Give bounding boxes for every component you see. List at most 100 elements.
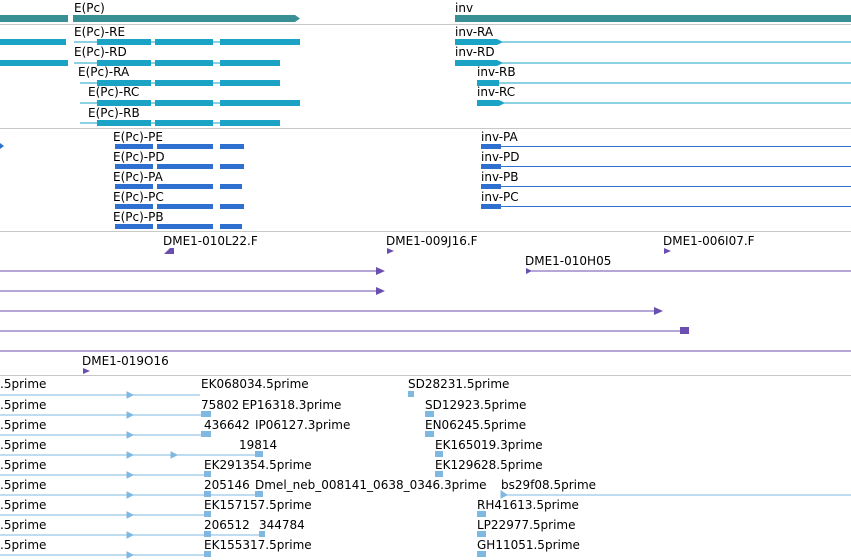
- transcript-label: inv-RA: [455, 25, 494, 39]
- est-label: 436642: [204, 418, 250, 432]
- est-label: EN06245.5prime: [425, 418, 526, 432]
- protein-label: inv-PB: [481, 170, 519, 184]
- clone-dme1-010h05[interactable]: DME1-010H05: [525, 254, 851, 274]
- est-row-5[interactable]: [0, 471, 443, 479]
- est-label: EK165019.3prime: [435, 438, 543, 452]
- clone-label: DME1-010L22.F: [163, 234, 258, 248]
- transcript-epc-rc[interactable]: E(Pc)-RC: [80, 85, 300, 106]
- transcript-epc-rd[interactable]: E(Pc)-RD: [74, 45, 280, 66]
- protein-epc-pc[interactable]: E(Pc)-PC: [113, 190, 244, 209]
- gene-epc[interactable]: E(Pc): [73, 1, 300, 22]
- protein-epc-pb[interactable]: E(Pc)-PB: [113, 210, 242, 229]
- est-label: 75802: [201, 398, 239, 412]
- est-row-8[interactable]: [0, 531, 486, 539]
- clone-track: DME1-010L22.F DME1-009J16.F DME1-006I07.…: [0, 234, 851, 374]
- est-label: EP16318.3prime: [242, 398, 341, 412]
- transcript-left-partial-1[interactable]: [0, 39, 66, 45]
- protein-epc-pd[interactable]: E(Pc)-PD: [113, 150, 244, 169]
- clone-line-4[interactable]: [0, 327, 689, 334]
- est-label: 206512: [204, 518, 250, 532]
- clone-line-2[interactable]: [0, 287, 385, 295]
- est-label: .5prime: [0, 458, 46, 472]
- gene-bar-epc: [73, 15, 300, 22]
- clone-label: DME1-006I07.F: [663, 234, 755, 248]
- est-row-7[interactable]: [0, 511, 486, 519]
- gene-inv[interactable]: inv: [455, 1, 851, 22]
- est-label: .5prime: [0, 418, 46, 432]
- protein-inv-pc[interactable]: inv-PC: [481, 190, 851, 209]
- est-row-2[interactable]: [0, 411, 434, 419]
- gene-bar-inv: [455, 15, 851, 22]
- est-row-4[interactable]: [0, 451, 443, 459]
- clone-line-1[interactable]: [0, 267, 385, 275]
- protein-epc-pa[interactable]: E(Pc)-PA: [113, 170, 242, 189]
- transcript-epc-ra[interactable]: E(Pc)-RA: [78, 65, 280, 86]
- protein-label: inv-PD: [481, 150, 520, 164]
- clone-dme1-010l22[interactable]: DME1-010L22.F: [163, 234, 258, 254]
- protein-label: inv-PA: [481, 130, 519, 144]
- gene-track: E(Pc) inv: [0, 1, 851, 22]
- protein-inv-pd[interactable]: inv-PD: [481, 150, 851, 169]
- est-label: bs29f08.5prime: [501, 478, 596, 492]
- est-label: EK291354.5prime: [204, 458, 312, 472]
- transcript-label: E(Pc)-RE: [74, 25, 125, 39]
- protein-label: E(Pc)-PE: [113, 130, 163, 144]
- protein-label: inv-PC: [481, 190, 519, 204]
- transcript-label: E(Pc)-RD: [74, 45, 127, 59]
- est-label: SD28231.5prime: [408, 377, 509, 391]
- est-row-1[interactable]: [0, 391, 414, 399]
- est-label: 19814: [239, 438, 277, 452]
- est-row-6[interactable]: [0, 490, 851, 499]
- protein-inv-pa[interactable]: inv-PA: [481, 130, 851, 149]
- clone-label: DME1-019O16: [82, 354, 169, 368]
- protein-label: E(Pc)-PD: [113, 150, 165, 164]
- est-label: EK068034.5prime: [201, 377, 309, 391]
- protein-label: E(Pc)-PC: [113, 190, 164, 204]
- transcript-label: inv-RB: [477, 65, 516, 79]
- est-label: GH11051.5prime: [477, 538, 580, 552]
- est-label: Dmel_neb_008141_0638_0346.3prime: [255, 478, 487, 492]
- transcript-inv-rd[interactable]: inv-RD: [455, 45, 851, 66]
- transcript-inv-rc[interactable]: inv-RC: [477, 85, 851, 106]
- clone-label: DME1-010H05: [525, 254, 611, 268]
- protein-epc-pe[interactable]: E(Pc)-PE: [113, 130, 244, 149]
- transcript-epc-rb[interactable]: E(Pc)-RB: [80, 106, 280, 126]
- est-label: IP06127.3prime: [255, 418, 350, 432]
- est-label: EK157157.5prime: [204, 498, 312, 512]
- gene-label-inv: inv: [455, 1, 473, 15]
- est-label: .5prime: [0, 377, 46, 391]
- gene-label-epc: E(Pc): [74, 1, 105, 15]
- transcript-label: E(Pc)-RA: [78, 65, 130, 79]
- est-track: .5prime .5prime .5prime .5prime .5prime …: [0, 377, 851, 559]
- transcript-inv-rb[interactable]: inv-RB: [477, 65, 851, 86]
- gene-bar-left-partial[interactable]: [0, 15, 68, 22]
- est-label: SD12923.5prime: [425, 398, 526, 412]
- est-label: 344784: [259, 518, 305, 532]
- est-label: EK155317.5prime: [204, 538, 312, 552]
- clone-dme1-006i07[interactable]: DME1-006I07.F: [663, 234, 755, 254]
- clone-line-3[interactable]: [0, 307, 663, 315]
- est-label: .5prime: [0, 438, 46, 452]
- clone-dme1-019o16[interactable]: DME1-019O16: [82, 354, 169, 374]
- est-row-3[interactable]: [0, 431, 434, 439]
- protein-inv-pb[interactable]: inv-PB: [481, 170, 851, 189]
- est-label: .5prime: [0, 398, 46, 412]
- est-label: LP22977.5prime: [477, 518, 576, 532]
- protein-left-partial-arrow[interactable]: [0, 143, 4, 149]
- est-label: .5prime: [0, 498, 46, 512]
- est-label: 205146: [204, 478, 250, 492]
- est-label: EK129628.5prime: [435, 458, 543, 472]
- transcript-epc-re[interactable]: E(Pc)-RE: [74, 25, 300, 45]
- est-label: RH41613.5prime: [477, 498, 579, 512]
- transcript-track: E(Pc)-RE E(Pc)-RD E(Pc)-RA E(Pc)-RC: [0, 25, 851, 126]
- protein-track: E(Pc)-PE E(Pc)-PD E(Pc)-PA E(Pc)-PC E(Pc…: [0, 130, 851, 229]
- transcript-inv-ra[interactable]: inv-RA: [455, 25, 851, 45]
- est-row-9[interactable]: [0, 551, 486, 559]
- clone-dme1-009j16[interactable]: DME1-009J16.F: [386, 234, 478, 254]
- transcript-label: inv-RD: [455, 45, 495, 59]
- transcript-label: E(Pc)-RB: [88, 106, 140, 120]
- clone-label: DME1-009J16.F: [386, 234, 478, 248]
- protein-label: E(Pc)-PA: [113, 170, 164, 184]
- transcript-left-partial-2[interactable]: [0, 60, 68, 66]
